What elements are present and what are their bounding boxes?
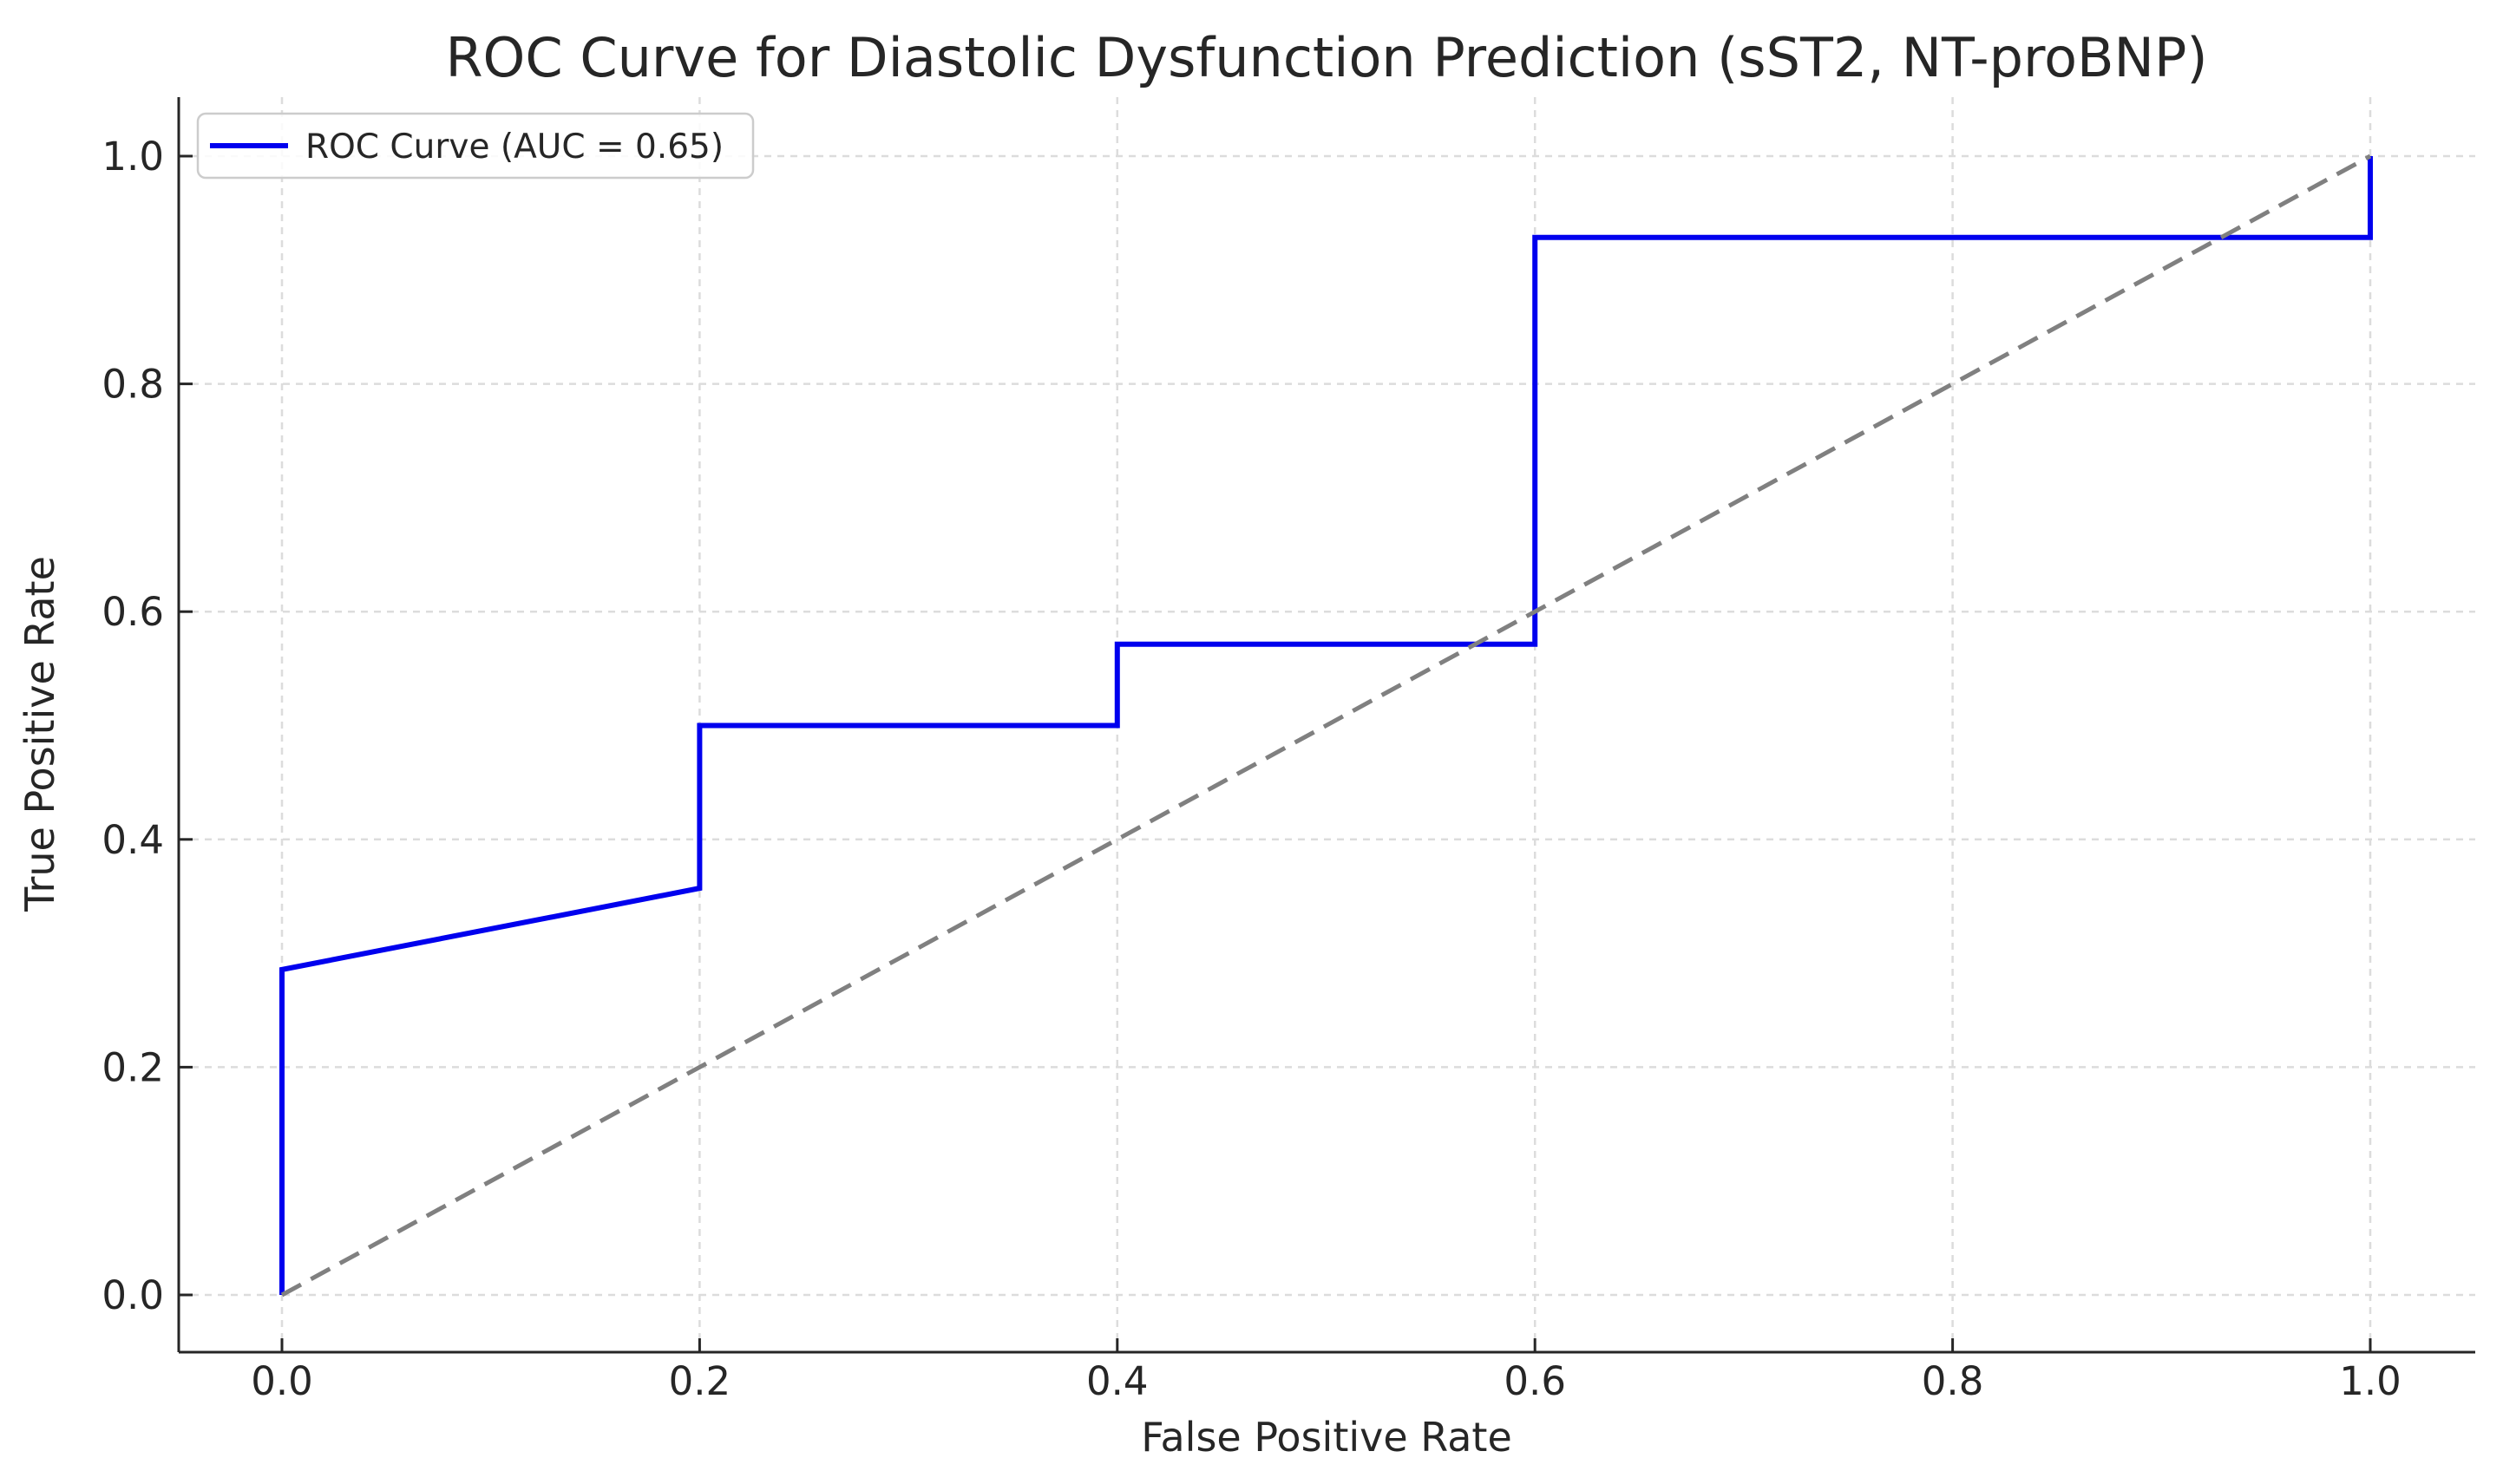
y-tick-label-1.0: 1.0 xyxy=(102,134,164,180)
axes-spines xyxy=(177,97,2475,1354)
chance-diagonal xyxy=(280,154,2372,1298)
x-tick-label-0.2: 0.2 xyxy=(669,1358,731,1404)
legend-label: ROC Curve (AUC = 0.65) xyxy=(305,127,724,167)
y-tick-label-0.4: 0.4 xyxy=(102,817,164,863)
y-tick-label-0.6: 0.6 xyxy=(102,589,164,635)
data-series xyxy=(279,154,2373,1298)
y-axis-label: True Positive Rate xyxy=(16,556,63,912)
legend: ROC Curve (AUC = 0.65) xyxy=(196,112,755,180)
x-axis-label: False Positive Rate xyxy=(1141,1414,1512,1461)
x-tick-label-1.0: 1.0 xyxy=(2339,1358,2401,1404)
chart-title: ROC Curve for Diastolic Dysfunction Pred… xyxy=(445,26,2207,89)
x-tick-label-0.8: 0.8 xyxy=(1922,1358,1984,1404)
y-tick-label-0.2: 0.2 xyxy=(102,1044,164,1090)
tick-marks xyxy=(179,154,2372,1352)
y-tick-label-0.0: 0.0 xyxy=(102,1272,164,1318)
x-tick-label-0.6: 0.6 xyxy=(1504,1358,1566,1404)
x-tick-label-0.4: 0.4 xyxy=(1086,1358,1149,1404)
x-tick-labels: 0.0 0.2 0.4 0.6 0.8 1.0 xyxy=(251,1358,2401,1404)
y-tick-labels: 0.0 0.2 0.4 0.6 0.8 1.0 xyxy=(102,134,164,1318)
y-tick-label-0.8: 0.8 xyxy=(102,362,164,408)
legend-box xyxy=(196,112,755,180)
x-tick-label-0.0: 0.0 xyxy=(251,1358,313,1404)
roc-curve xyxy=(279,156,2373,1295)
